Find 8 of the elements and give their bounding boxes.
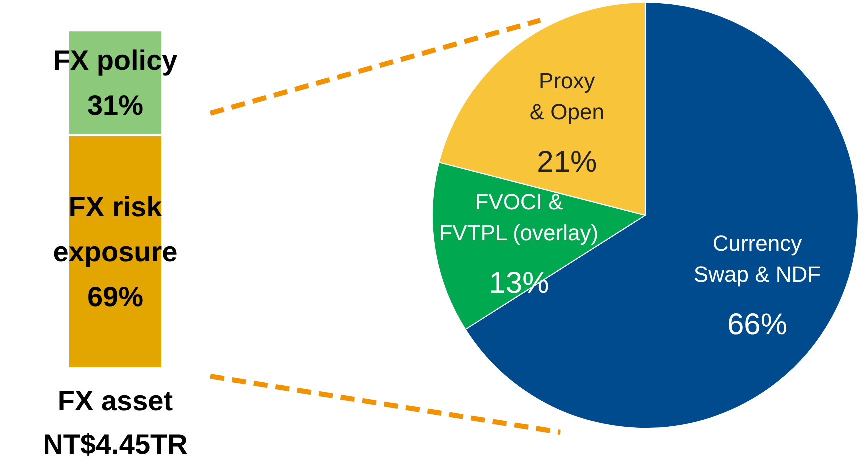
slice-label: FVOCI & FVTPL (overlay) xyxy=(439,189,599,246)
data-label: 21% xyxy=(537,146,598,180)
data-label: 69% xyxy=(87,281,144,312)
data-label: 66% xyxy=(727,308,788,342)
x-axis-title: FX asset NT$4.45TR xyxy=(43,385,188,460)
slice-label: Currency Swap & NDF xyxy=(694,230,822,288)
data-label: 31% xyxy=(87,90,144,121)
slice-label: Proxy & Open xyxy=(530,68,604,125)
